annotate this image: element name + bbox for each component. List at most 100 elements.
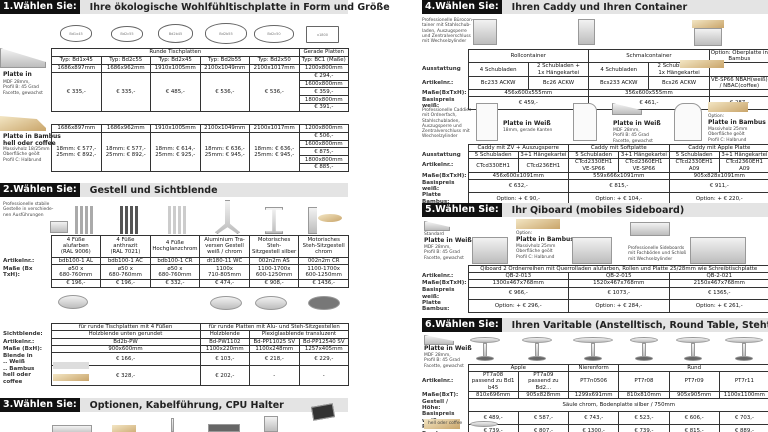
table-cell: PT7r11 [718, 371, 768, 392]
table-cell: Bd-PP11025 SV [249, 337, 300, 347]
qiboard-image [472, 237, 508, 264]
table-cell: PT7r08 [618, 371, 670, 392]
section-title: Ihre ökologische Wohlfühltischplatte in … [89, 1, 390, 13]
table-cell: € 294,- [298, 71, 349, 81]
table-row: € 885,- [52, 163, 349, 172]
table-row: € 335,- € 335,- € 485,- € 536,- € 536,- € 294… [51, 71, 349, 113]
table-cell: € 196,- [100, 279, 151, 288]
section-title: Gestell und Sichtblende [89, 184, 218, 196]
table-shape-image: Bd1x45 [60, 25, 92, 42]
table-cell: € 335,- [100, 71, 151, 113]
varitable-column-image [483, 343, 487, 357]
table-cell: 1686x962mm [100, 63, 151, 73]
table-cell: CTcd236EH1 [517, 158, 570, 173]
table-cell: 4 Füße anthrazit (RAL 7021) [100, 235, 151, 258]
table-cell: € 815,- [568, 179, 670, 193]
table-cell: 3+1 Hängekartei [718, 151, 768, 160]
varitable-base-image [476, 356, 494, 361]
table-cell: 5 Schubladen [668, 151, 720, 160]
table-cell: Rollcontainer [467, 48, 590, 64]
table-row: € 391,- [52, 103, 349, 112]
table-cell: Runde Tischplatten [51, 48, 300, 57]
table-shape-image: x1800 [306, 26, 339, 43]
table-cell: QB-2-013 [467, 272, 569, 281]
table-cell: 1100-1700x 600-1250mm [298, 264, 349, 281]
section-number: 2.Wählen Sie: [0, 183, 80, 197]
motor-frame-chrome-image [308, 207, 317, 234]
table-row: Artikelnr.: bdb100-1 AL bdb100-1 AC bdb100-… [3, 256, 349, 266]
qiboard-table: Qiboard 2 Ordnerreihen mit Querrolladen … [422, 264, 768, 314]
table-cell: Typ: Bd2c55 [100, 55, 151, 65]
bamboo-top-sample-image [0, 116, 46, 131]
qiboard-option: Option: [516, 231, 533, 236]
row-label [3, 280, 51, 288]
option-image [52, 425, 92, 432]
varitable-base-image [528, 356, 546, 361]
row-label: Platte Bambus: [422, 299, 450, 313]
table-row: 4 Füße alufarben (RAL 9006) 4 Füße anthra… [3, 235, 349, 258]
table-cell: 3+1 Hängekartei [517, 151, 570, 160]
table-row: Maße(BxTxH): 456x600x555mm 356x600x555mm [422, 89, 768, 98]
table-cell: 1300x467x768mm [467, 279, 569, 288]
table-row: Artikelnr.: CTcd330EH1 CTcd236EH1 CTcd2330E… [422, 158, 768, 173]
table-cell: PT7r09 [668, 371, 720, 392]
table-cell: Typ: Bd2x45 [150, 55, 201, 65]
table-cell: 356x600x555mm [588, 89, 710, 98]
table-cell: Option: + € 284,- [568, 299, 670, 314]
table-cell: Nierenform [567, 363, 620, 373]
table-cell: € 474,- [199, 279, 250, 288]
frames-intro: Professionelle stabile Gestelle in versc… [3, 202, 54, 218]
caddy-zv-top-desc: 18mm, gerade Kanten [503, 128, 553, 133]
table-cell: 2 Schubladen + 1x Hängekartei [527, 62, 590, 77]
table-row: Ausstattung 5 Schubladen 3+1 Hängekartei 5 … [422, 151, 768, 160]
varitable-top-image [573, 337, 613, 343]
row-label: Maße (BxH): [3, 345, 43, 352]
section-title: Ihren Caddy und Ihren Container [511, 1, 688, 13]
table-row: Artikelnr.: Bc233 ACKW Bc26 ACKW Bcs233 ACK… [422, 75, 768, 91]
white-top-label: Platte in [3, 71, 32, 78]
caddy-apple-top-title: Platte in Bambus [708, 119, 766, 126]
table-cell: € 587,- [517, 410, 570, 425]
table-cell: Bd-PW1102 [199, 337, 250, 347]
section-1-header: 1.Wählen Sie: Ihre ökologische Wohlfühlt… [0, 0, 390, 14]
caddy-table: Caddy mit ZV + Auszugsperre Caddy mit Sof… [422, 143, 768, 206]
varitable-top-image [725, 337, 763, 343]
table-cell: € 485,- [150, 71, 201, 113]
table-cell: € 743,- [567, 410, 620, 425]
row-label: Artikelnr.: [422, 79, 454, 86]
frame-legs-chrome-image [168, 206, 171, 234]
table-row: Rollcontainer Schmalcontainer Option: Ober… [422, 48, 768, 64]
row-label: Basispreis weiß: [422, 179, 455, 192]
table-row: € 196,- € 196,- € 332,- € 474,- € 908,- € 143… [3, 279, 349, 288]
white-top-price-table: Runde Tischplatten Gerade Platten Typ: Bd1… [51, 48, 349, 113]
table-cell: Option: + € 261,- [668, 299, 768, 314]
table-cell: - [298, 365, 349, 386]
container-bamboo-image [694, 28, 722, 46]
table-cell: 905x905mm [668, 390, 720, 400]
table-cell: PT7a08 passend zu Bd1 b45 [467, 371, 519, 392]
table-cell: € 196,- [50, 279, 102, 288]
row-label: Maße(BxT): [422, 391, 459, 398]
row-label [3, 324, 51, 331]
table-cell: € 908,- [248, 279, 300, 288]
section-title: Ihr Qiboard (mobiles Sideboard) [511, 204, 685, 216]
high-table-image [470, 421, 498, 427]
table-cell: 18mm: € 577,- 25mm: € 892,- [100, 131, 151, 173]
table-cell: Bcs233 ACKW [588, 75, 650, 91]
table-cell: Bd-PP12540 SV [298, 337, 349, 347]
table-cell: 1800x800mm [298, 155, 349, 165]
table-row: Basispreis weiß: € 632,- € 815,- € 911,- [422, 179, 768, 193]
sideboard-desc: Professionelle Sideboards mit Fachböden … [628, 246, 687, 262]
table-cell: Typ: BC1 (Maße) [298, 55, 349, 65]
caddy-soft-top-desc: MDF 28mm, Profil B: 45 Grad Facette, gew… [613, 128, 653, 144]
table-cell: 4 Füße Hochglanzchrom [149, 235, 201, 258]
schmalcontainer-image [578, 19, 595, 45]
screens-table: für runde Tischplatten mit 4 Füßen für ru… [3, 322, 349, 386]
swatch-label: hell oder coffee [428, 421, 463, 426]
table-shape-image: Bd2c50 [254, 25, 294, 43]
table-cell: 1299x691mm [567, 390, 620, 400]
table-cell: Option: Oberplatte in Bambus [708, 48, 768, 64]
table-cell: 905x828x1091mm [668, 171, 768, 181]
table-cell: € 966,- [467, 286, 569, 301]
varitable-base-image [735, 356, 753, 361]
